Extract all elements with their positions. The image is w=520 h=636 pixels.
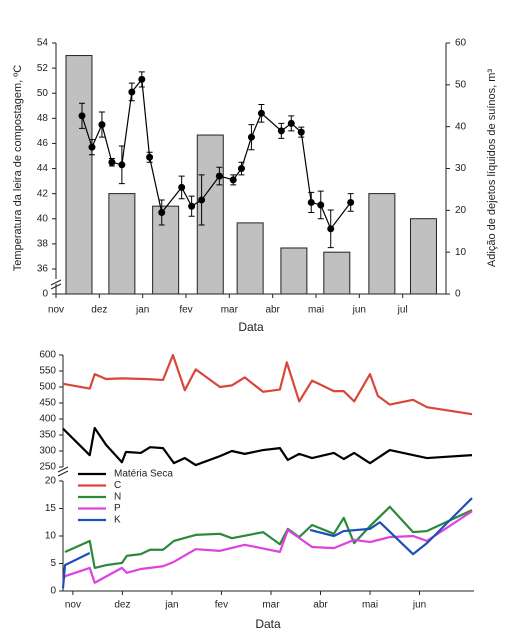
y-tick-label: 52 — [37, 63, 49, 74]
y-tick-label: 0 — [42, 289, 48, 300]
y-tick-label: 600 — [39, 350, 56, 361]
marker — [277, 127, 285, 135]
axis-break — [50, 283, 62, 290]
y-tick-label: 46 — [37, 138, 49, 149]
x-tick-label: fev — [215, 600, 228, 611]
marker — [128, 88, 136, 96]
y-tick-label: 44 — [37, 163, 49, 174]
marker — [257, 109, 265, 117]
legend-label: K — [114, 515, 121, 526]
bar — [236, 222, 264, 295]
marker — [108, 158, 116, 166]
bar — [323, 251, 351, 295]
bar — [280, 247, 308, 295]
marker — [146, 153, 154, 161]
marker — [287, 119, 295, 127]
x-tick-label: nov — [65, 600, 81, 611]
marker — [327, 225, 335, 233]
y-tick-label: 300 — [39, 446, 56, 457]
y-tick-label: 38 — [37, 239, 49, 250]
y2-tick-label: 10 — [455, 247, 467, 258]
marker — [188, 202, 196, 210]
y-tick-label: 350 — [39, 430, 56, 441]
y2-tick-label: 20 — [455, 205, 467, 216]
y-tick-label: 400 — [39, 414, 56, 425]
x-tick-label: abr — [265, 305, 280, 316]
line — [62, 353, 473, 416]
y-tick-label: 42 — [37, 188, 49, 199]
y2-tick-label: 40 — [455, 121, 467, 132]
x-tick-label: nov — [48, 305, 64, 316]
x-tick-label: abr — [313, 600, 328, 611]
marker — [158, 209, 166, 216]
y-tick-label: 48 — [37, 113, 49, 124]
y2-tick-label: 50 — [455, 79, 467, 90]
line — [61, 497, 473, 589]
bar — [108, 193, 136, 295]
x-tick-label: fev — [179, 305, 192, 316]
x-axis-label: Data — [255, 617, 281, 631]
legend-label: N — [114, 492, 121, 503]
marker — [317, 201, 325, 209]
y-tick-label: 15 — [45, 503, 57, 514]
legend-label: P — [114, 503, 121, 514]
axis-break-gap — [50, 279, 62, 284]
y-axis-label: Temperatura da leira de compostagem, ºC — [12, 65, 24, 271]
bar — [65, 55, 93, 295]
legend-label: Matéria Seca — [114, 469, 173, 480]
line — [62, 510, 473, 584]
axis-break — [57, 470, 69, 477]
x-tick-label: mar — [221, 305, 239, 316]
y-tick-label: 54 — [37, 38, 49, 49]
bar — [409, 218, 437, 295]
x-tick-label: dez — [114, 600, 130, 611]
y-tick-label: 50 — [37, 88, 49, 99]
y-tick-label: 500 — [39, 382, 56, 393]
x-axis-label: Data — [238, 320, 264, 334]
y-tick-label: 0 — [50, 586, 56, 597]
x-tick-label: jan — [135, 305, 149, 316]
marker — [118, 161, 126, 169]
bar — [368, 193, 396, 295]
y-tick-label: 250 — [39, 462, 56, 473]
marker — [78, 112, 86, 120]
marker — [347, 198, 355, 206]
axis-break — [57, 466, 69, 473]
y2-tick-label: 30 — [455, 163, 467, 174]
line — [62, 426, 473, 467]
marker — [229, 176, 237, 184]
x-tick-label: jun — [412, 600, 426, 611]
x-tick-label: mai — [308, 305, 324, 316]
y-tick-label: 40 — [37, 213, 49, 224]
y2-tick-label: 0 — [455, 289, 461, 300]
x-tick-label: mar — [262, 600, 280, 611]
x-tick-label: mai — [362, 600, 378, 611]
marker — [297, 128, 305, 136]
marker — [138, 75, 146, 83]
y-tick-label: 36 — [37, 264, 49, 275]
x-tick-label: jul — [397, 305, 408, 316]
y-tick-label: 5 — [50, 558, 56, 569]
y2-tick-label: 60 — [455, 38, 467, 49]
legend-label: C — [114, 480, 121, 491]
x-tick-label: jan — [164, 600, 178, 611]
marker — [88, 143, 96, 151]
y-tick-label: 20 — [45, 476, 57, 487]
x-tick-label: jun — [352, 305, 366, 316]
marker — [247, 133, 255, 141]
marker — [98, 121, 106, 129]
marker — [307, 198, 315, 206]
y2-axis-label: Adição de dejetos líquidos de suínos, m³ — [486, 69, 498, 267]
y-tick-label: 450 — [39, 398, 56, 409]
axis-break — [50, 279, 62, 286]
x-tick-label: dez — [91, 305, 107, 316]
marker — [178, 183, 186, 191]
marker — [198, 196, 206, 204]
bar — [152, 205, 180, 295]
marker — [215, 172, 223, 180]
marker — [237, 165, 245, 173]
y-tick-label: 550 — [39, 366, 56, 377]
y-tick-label: 10 — [45, 531, 57, 542]
